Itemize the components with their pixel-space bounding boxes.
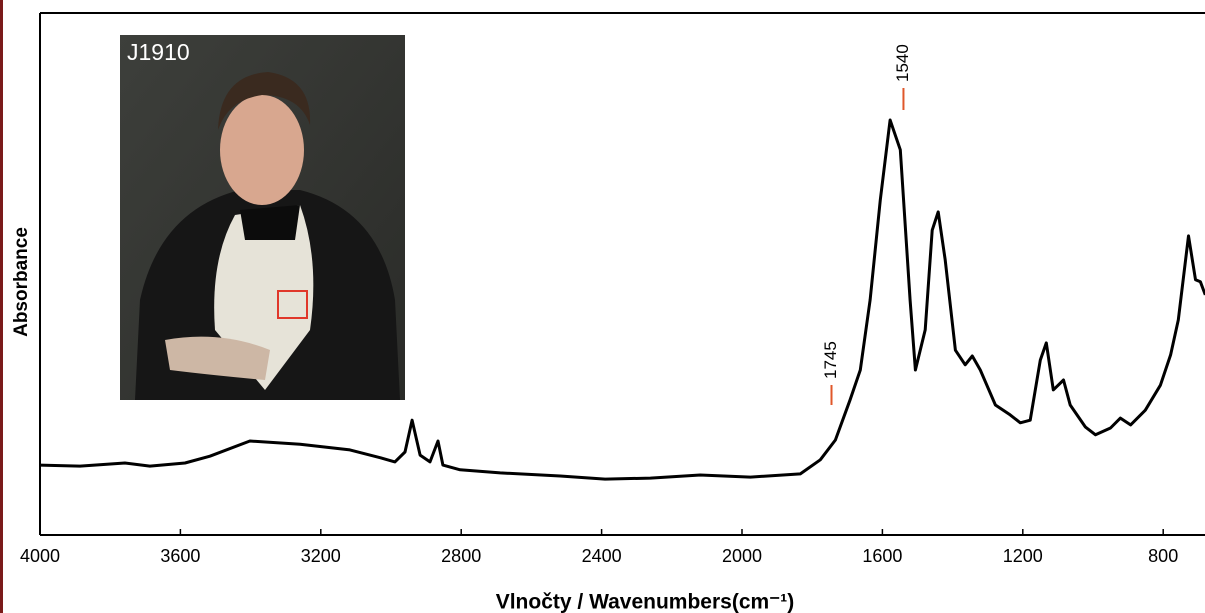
x-tick-label: 3200: [301, 546, 341, 566]
hair: [218, 72, 311, 130]
edge-strip: [0, 0, 3, 613]
peak-label: 1745: [821, 341, 840, 379]
x-tick-label: 1200: [1003, 546, 1043, 566]
x-tick-label: 4000: [20, 546, 60, 566]
x-tick-label: 2000: [722, 546, 762, 566]
x-tick-label: 800: [1148, 546, 1178, 566]
y-axis-title: Absorbance: [11, 227, 32, 337]
x-axis-title: Vlnočty / Wavenumbers(cm⁻¹): [496, 591, 795, 613]
hands: [165, 336, 270, 380]
face: [220, 95, 304, 205]
sample-spot: [277, 290, 308, 319]
inset-label: J1910: [127, 39, 190, 65]
x-tick-label: 2400: [582, 546, 622, 566]
x-tick-label: 3600: [160, 546, 200, 566]
x-tick-label: 1600: [862, 546, 902, 566]
peak-label: 1540: [893, 44, 912, 82]
spectrum-line: [39, 118, 1205, 481]
cravat: [240, 205, 300, 240]
inset-painting: J1910: [120, 35, 405, 400]
x-tick-label: 2800: [441, 546, 481, 566]
